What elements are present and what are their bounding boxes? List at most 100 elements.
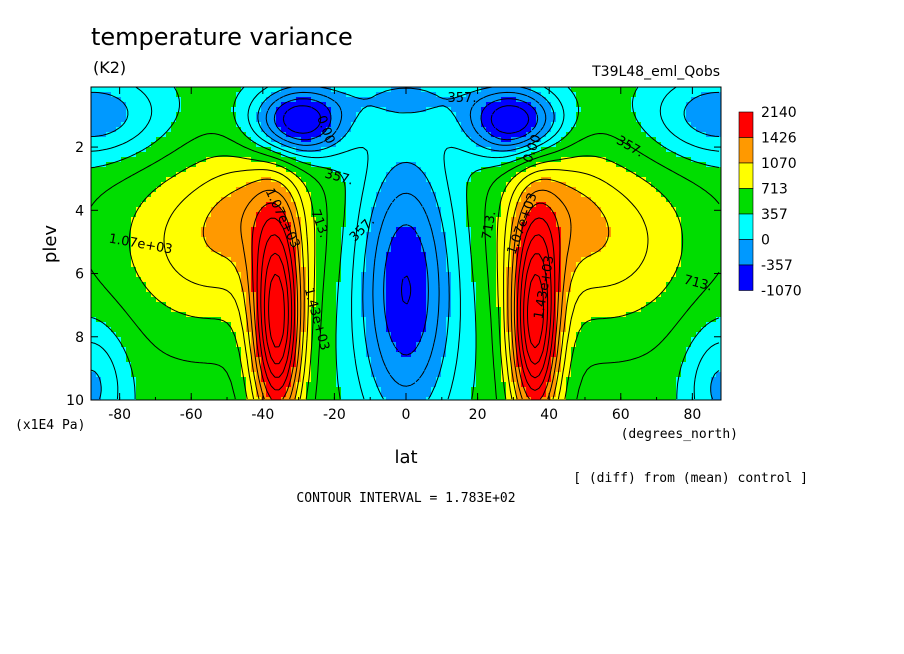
field-cell (486, 137, 492, 143)
field-cell (466, 207, 472, 213)
field-cell (221, 177, 227, 183)
field-cell (206, 142, 212, 148)
field-cell (166, 147, 172, 153)
field-cell (146, 162, 152, 168)
field-cell (451, 267, 457, 273)
field-cell (546, 92, 552, 98)
field-cell (246, 242, 252, 248)
field-cell (526, 272, 532, 278)
field-cell (361, 242, 367, 248)
field-cell (646, 137, 652, 143)
field-cell (221, 237, 227, 243)
field-cell (611, 237, 617, 243)
field-cell (571, 212, 577, 218)
field-cell (666, 142, 672, 148)
field-cell (416, 97, 422, 103)
field-cell (286, 137, 292, 143)
field-cell (286, 97, 292, 103)
field-cell (561, 217, 567, 223)
field-cell (221, 242, 227, 248)
field-cell (251, 172, 257, 178)
field-cell (516, 117, 522, 123)
field-cell (256, 267, 262, 273)
field-cell (446, 182, 452, 188)
field-cell (146, 212, 152, 218)
field-cell (246, 92, 252, 98)
field-cell (221, 217, 227, 223)
field-cell (221, 232, 227, 238)
field-cell (381, 187, 387, 193)
field-cell (466, 247, 472, 253)
field-cell (711, 217, 717, 223)
field-cell (221, 182, 227, 188)
field-cell (186, 142, 192, 148)
field-cell (396, 147, 402, 153)
field-cell (616, 122, 622, 128)
field-cell (526, 112, 532, 118)
field-cell (481, 232, 487, 238)
field-cell (626, 112, 632, 118)
field-cell (186, 282, 192, 288)
field-cell (386, 277, 392, 283)
field-cell (111, 132, 117, 138)
field-cell (336, 112, 342, 118)
field-cell (226, 132, 232, 138)
field-cell (456, 87, 462, 93)
field-cell (406, 172, 412, 178)
field-cell (361, 202, 367, 208)
field-cell (151, 97, 157, 103)
field-cell (601, 97, 607, 103)
field-cell (601, 252, 607, 258)
field-cell (166, 157, 172, 163)
field-cell (176, 217, 182, 223)
field-cell (516, 112, 522, 118)
field-cell (586, 192, 592, 198)
field-cell (276, 232, 282, 238)
field-cell (241, 182, 247, 188)
field-cell (116, 122, 122, 128)
field-cell (641, 87, 647, 93)
field-cell (281, 282, 287, 288)
field-cell (336, 97, 342, 103)
field-cell (431, 282, 437, 288)
field-cell (151, 282, 157, 288)
field-cell (616, 132, 622, 138)
field-cell (226, 87, 232, 93)
field-cell (526, 227, 532, 233)
field-cell (106, 217, 112, 223)
field-cell (251, 237, 257, 243)
field-cell (256, 102, 262, 108)
field-cell (381, 257, 387, 263)
field-cell (141, 257, 147, 263)
field-cell (201, 262, 207, 268)
field-cell (421, 172, 427, 178)
field-cell (461, 187, 467, 193)
field-cell (686, 202, 692, 208)
field-cell (196, 147, 202, 153)
field-cell (666, 132, 672, 138)
field-cell (141, 137, 147, 143)
field-cell (686, 142, 692, 148)
field-cell (306, 232, 312, 238)
field-cell (371, 212, 377, 218)
field-cell (321, 87, 327, 93)
field-cell (131, 162, 137, 168)
field-cell (621, 152, 627, 158)
field-cell (696, 157, 702, 163)
field-cell (486, 262, 492, 268)
field-cell (521, 182, 527, 188)
field-cell (661, 192, 667, 198)
field-cell (601, 112, 607, 118)
field-cell (301, 97, 307, 103)
field-cell (311, 92, 317, 98)
field-cell (531, 212, 537, 218)
field-cell (716, 242, 722, 248)
field-cell (231, 217, 237, 223)
field-cell (586, 202, 592, 208)
field-cell (376, 277, 382, 283)
field-cell (316, 112, 322, 118)
field-cell (641, 142, 647, 148)
field-cell (471, 172, 477, 178)
field-cell (441, 187, 447, 193)
field-cell (496, 137, 502, 143)
